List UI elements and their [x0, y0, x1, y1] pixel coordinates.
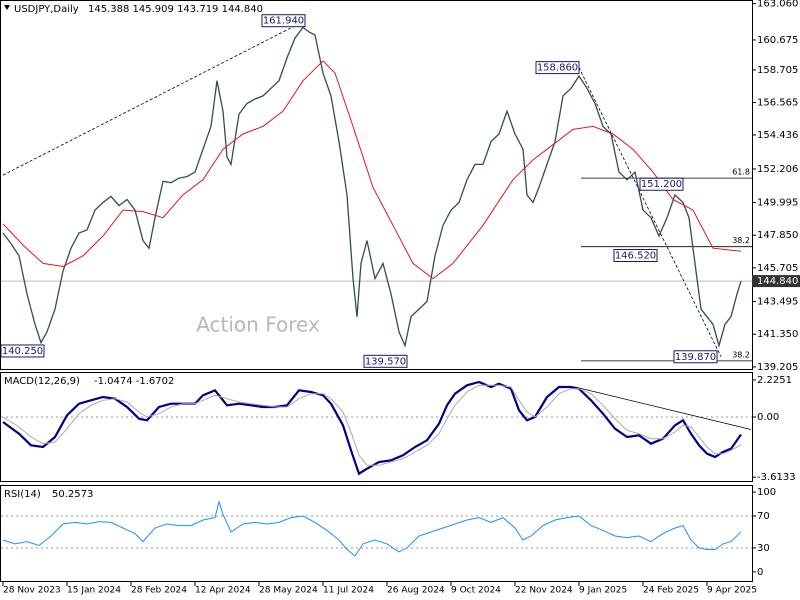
y-tick-label: 70 [757, 511, 770, 522]
y-tick-label: 145.705 [757, 263, 798, 274]
y-tick-label: 100 [757, 487, 776, 498]
x-tick-label: 22 Nov 2024 [515, 586, 573, 596]
y-tick-label: 139.205 [757, 362, 798, 373]
series-line [2, 380, 742, 476]
x-tick-label: 9 Apr 2025 [707, 586, 757, 596]
y-tick-label: 160.675 [757, 35, 798, 46]
annotation-box [261, 14, 306, 28]
annotation-label: 139.570 [365, 356, 406, 367]
annotation-label: 146.520 [615, 250, 656, 261]
y-tick-label: 143.495 [757, 297, 798, 308]
annotation-label: 151.200 [641, 179, 682, 190]
macd-panel-frame [0, 372, 753, 482]
x-tick-label: 26 Aug 2024 [387, 586, 445, 596]
y-tick-label: 154.436 [757, 130, 798, 141]
series-line [2, 26, 742, 348]
x-tick-label: 9 Jan 2025 [579, 586, 627, 596]
watermark: Action Forex [196, 313, 320, 337]
y-tick-label: 156.565 [757, 98, 798, 109]
fib-label: 61.8 [732, 168, 750, 177]
annotation-box [613, 248, 658, 262]
rsi-subtitle: 50.2573 [52, 489, 93, 500]
macd-subtitle: -1.0474 -1.6702 [94, 376, 174, 387]
y-tick-label: 152.206 [757, 164, 798, 175]
x-tick-label: 11 Jul 2024 [323, 586, 374, 596]
y-tick-label: 149.995 [757, 198, 798, 209]
x-tick-label: 12 Apr 2024 [195, 586, 251, 596]
trendline [2, 20, 306, 176]
x-tick-label: 15 Jan 2024 [67, 586, 121, 596]
fib-label: 38.2 [732, 236, 750, 245]
annotation-box [535, 61, 580, 75]
fib-label: 38.2 [732, 350, 750, 359]
annotation-label: 140.250 [2, 346, 43, 357]
y-tick-label: 147.850 [757, 230, 798, 241]
x-tick-label: 24 Feb 2025 [643, 586, 699, 596]
annotation-box [0, 344, 45, 358]
annotation-label: 161.940 [263, 16, 304, 27]
annotation-box [363, 354, 408, 368]
series-line [2, 499, 742, 557]
x-tick-label: 28 Feb 2024 [131, 586, 187, 596]
annotation-box [673, 350, 718, 364]
y-tick-label: 2.2251 [757, 375, 792, 386]
last-price-label: 144.840 [757, 276, 798, 287]
macd-title: MACD(12,26,9) [4, 376, 80, 387]
y-tick-label: 0.00 [757, 412, 779, 423]
y-tick-label: 158.705 [757, 65, 798, 76]
y-tick-label: -3.6133 [757, 472, 796, 483]
annotation-label: 139.870 [675, 352, 716, 363]
series-line [2, 60, 742, 280]
trendline [574, 386, 752, 430]
rsi-panel-frame [0, 485, 753, 582]
chart-title: USDJPY,Daily [14, 4, 79, 15]
rsi-title: RSI(14) [4, 489, 41, 500]
y-tick-label: 0 [757, 567, 763, 578]
x-tick-label: 28 May 2024 [259, 586, 318, 596]
x-tick-label: 28 Nov 2023 [3, 586, 61, 596]
y-tick-label: 30 [757, 543, 770, 554]
x-tick-label: 9 Oct 2024 [451, 586, 501, 596]
price-panel-frame [0, 0, 753, 370]
annotation-label: 158.860 [537, 63, 578, 74]
trendline [578, 67, 722, 357]
annotation-box [639, 177, 684, 191]
chart-subtitle: 145.388 145.909 143.719 144.840 [88, 4, 263, 15]
y-tick-label: 141.350 [757, 329, 798, 340]
y-tick-label: 163.060 [757, 0, 798, 10]
last-price-box [752, 275, 800, 288]
menu-arrow [4, 5, 10, 10]
series-line [2, 384, 742, 466]
